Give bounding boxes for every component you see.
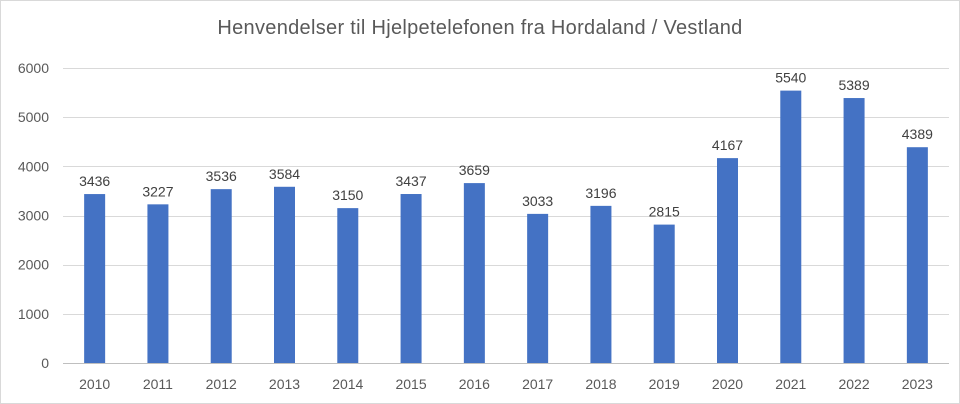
y-tick-label: 1000 bbox=[18, 306, 49, 322]
x-tick-label: 2013 bbox=[269, 376, 300, 392]
x-tick-label: 2023 bbox=[902, 376, 933, 392]
y-tick-label: 2000 bbox=[18, 257, 49, 273]
data-label: 4167 bbox=[712, 137, 743, 153]
bar bbox=[590, 205, 612, 363]
x-tick-label: 2020 bbox=[712, 376, 743, 392]
bar bbox=[274, 186, 295, 363]
bar bbox=[84, 194, 106, 363]
data-label: 3659 bbox=[459, 162, 490, 178]
bar bbox=[653, 224, 675, 363]
data-label: 3536 bbox=[206, 168, 237, 184]
x-tick-label: 2018 bbox=[585, 376, 616, 392]
data-label: 3584 bbox=[269, 166, 300, 182]
x-tick-label: 2012 bbox=[206, 376, 237, 392]
y-tick-label: 4000 bbox=[18, 158, 49, 174]
chart-title: Henvendelser til Hjelpetelefonen fra Hor… bbox=[217, 17, 743, 39]
bar bbox=[400, 194, 422, 363]
x-tick-label: 2017 bbox=[522, 376, 553, 392]
data-label: 3437 bbox=[395, 173, 426, 189]
bar bbox=[527, 213, 549, 363]
x-tick-label: 2022 bbox=[838, 376, 869, 392]
data-label: 3150 bbox=[332, 187, 363, 203]
x-tick-label: 2016 bbox=[459, 376, 490, 392]
bar bbox=[210, 189, 232, 363]
y-tick-label: 0 bbox=[41, 355, 49, 371]
data-label: 3196 bbox=[585, 185, 616, 201]
bar bbox=[843, 98, 865, 363]
gridlines bbox=[63, 68, 949, 364]
bar bbox=[147, 204, 169, 363]
x-tick-label: 2021 bbox=[775, 376, 806, 392]
x-tick-label: 2015 bbox=[395, 376, 426, 392]
data-labels: 3436 3227 3536 3584 3150 3437 3659 3033 3196 2815… bbox=[79, 70, 933, 220]
x-tick-label: 2014 bbox=[332, 376, 363, 392]
y-tick-label: 5000 bbox=[18, 109, 49, 125]
x-tick-label: 2010 bbox=[79, 376, 110, 392]
data-label: 4389 bbox=[902, 126, 933, 142]
bar bbox=[717, 158, 738, 363]
x-tick-label: 2019 bbox=[649, 376, 680, 392]
bar bbox=[337, 208, 359, 363]
y-tick-label: 3000 bbox=[18, 208, 49, 224]
bar bbox=[906, 147, 928, 363]
data-label: 3033 bbox=[522, 193, 553, 209]
data-label: 5389 bbox=[838, 77, 869, 93]
bar bbox=[463, 183, 485, 363]
data-label: 2815 bbox=[649, 204, 680, 220]
x-tick-label: 2011 bbox=[143, 376, 173, 392]
x-axis: 2010 2011 2012 2013 2014 2015 2016 2017 2018 2019… bbox=[79, 376, 933, 392]
y-axis: 0 1000 2000 3000 4000 5000 6000 bbox=[18, 60, 49, 371]
data-label: 3436 bbox=[79, 173, 110, 189]
data-label: 3227 bbox=[142, 183, 173, 199]
y-tick-label: 6000 bbox=[18, 60, 49, 76]
bars bbox=[84, 90, 928, 363]
data-label: 5540 bbox=[775, 70, 806, 86]
bar bbox=[780, 90, 802, 363]
